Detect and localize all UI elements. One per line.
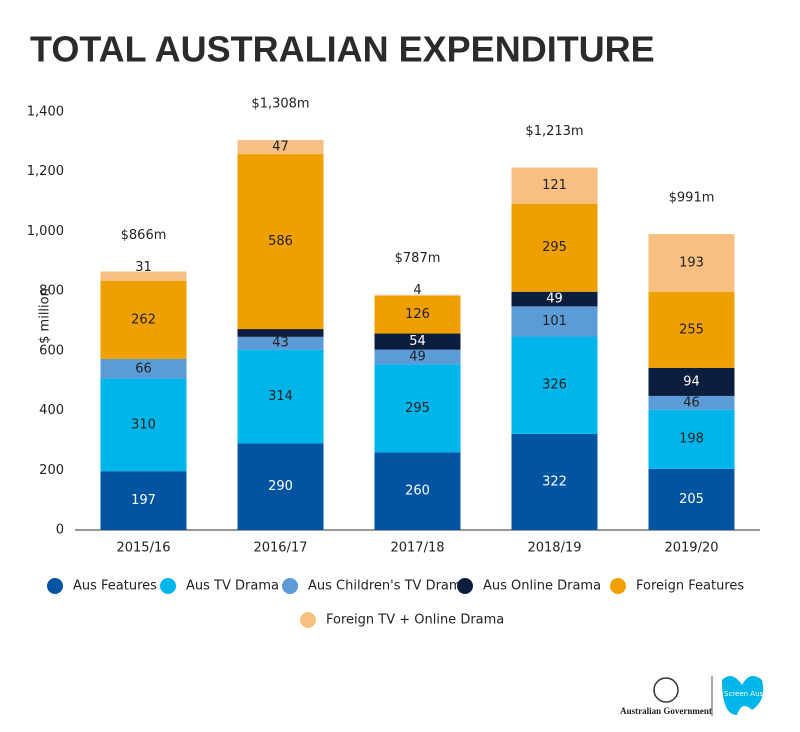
data-label: 4 [413,283,421,298]
bar-segment [100,378,187,472]
bar-segment [100,280,187,359]
legend-swatch [160,578,176,594]
legend-label: Aus TV Drama [186,579,279,594]
bar-segment [374,349,461,365]
data-label: 290 [268,479,293,494]
bar-segment [237,154,324,330]
crest [653,677,679,703]
y-tick-label: 1,400 [27,105,64,120]
bar-segment [648,367,735,396]
logo-government: Australian Government Screen Australia [620,676,781,716]
bar-segment [237,336,324,350]
total-label: $1,308m [251,97,309,112]
data-label: 314 [268,389,293,404]
data-label: 126 [405,307,430,322]
chart-title: TOTAL AUSTRALIAN EXPENDITURE [30,29,655,70]
data-label: 198 [679,432,704,447]
data-label: 586 [268,234,293,249]
bar-segment [237,443,324,530]
bar-segment [100,358,187,379]
y-tick-label: 800 [39,284,64,299]
data-label: 295 [542,240,567,255]
data-label: 262 [131,312,156,327]
bar-segment [511,203,598,292]
bar-segment [511,291,598,307]
y-tick-label: 0 [56,523,64,538]
x-tick-label: 2019/20 [664,541,718,556]
bar-segment [237,329,324,337]
data-label: 54 [409,334,426,349]
bar-segment [237,349,324,444]
data-label: 326 [542,378,567,393]
bar-segment [511,433,598,530]
bar-segment [237,140,324,155]
data-label: 46 [683,395,700,410]
bar-segment [648,409,735,469]
x-tick-label: 2016/17 [253,541,307,556]
bar-segment [648,395,735,410]
bar-segment [648,291,735,368]
legend-swatch [47,578,63,594]
data-label: 255 [679,322,704,337]
bar-segment [374,295,461,334]
legend-swatch [610,578,626,594]
total-label: $787m [395,251,441,266]
data-label: 101 [542,314,567,329]
x-tick-label: 2018/19 [527,541,581,556]
data-label: 322 [542,474,567,489]
data-label: 310 [131,417,156,432]
bar-segment [374,452,461,530]
legend-label: Aus Children's TV Drama [308,579,470,594]
data-label: 121 [542,178,567,193]
data-label: 49 [409,349,426,364]
data-label: 31 [135,260,152,275]
legend-label: Aus Features [73,579,157,594]
y-tick-label: 600 [39,343,64,358]
y-tick-label: 1,000 [27,224,64,239]
bar-segment [648,468,735,530]
data-label: 260 [405,484,430,499]
logo-text: Australian Government [620,706,712,716]
data-label: 49 [546,292,563,307]
y-tick-label: 200 [39,463,64,478]
data-label: 47 [272,140,289,155]
logo-text: Screen Australia [724,690,781,698]
bar-segment [511,306,598,337]
legend-swatch [300,612,316,628]
data-label: 43 [272,336,289,351]
bar-segment [511,167,598,204]
bar-segment [374,294,461,296]
y-tick-label: 1,200 [27,164,64,179]
legend-swatch [282,578,298,594]
data-label: 197 [131,493,156,508]
data-label: 66 [135,361,152,376]
data-label: 94 [683,374,700,389]
legend-label: Foreign TV + Online Drama [326,613,504,628]
legend-label: Aus Online Drama [483,579,601,594]
bar-segment [648,234,735,292]
legend-swatch [457,578,473,594]
bar-segment [100,271,187,281]
data-label: 295 [405,401,430,416]
screen-logo [722,676,764,715]
total-label: $1,213m [525,124,583,139]
y-axis-label: $ million [38,288,53,344]
bar-segment [374,333,461,350]
data-label: 205 [679,492,704,507]
y-tick-label: 400 [39,403,64,418]
total-label: $991m [669,191,715,206]
total-label: $866m [121,228,167,243]
bar-segment [374,364,461,453]
x-tick-label: 2017/18 [390,541,444,556]
data-label: 193 [679,255,704,270]
bar-segment [511,336,598,434]
x-tick-label: 2015/16 [116,541,170,556]
legend-label: Foreign Features [636,579,744,594]
bar-segment [100,471,187,530]
